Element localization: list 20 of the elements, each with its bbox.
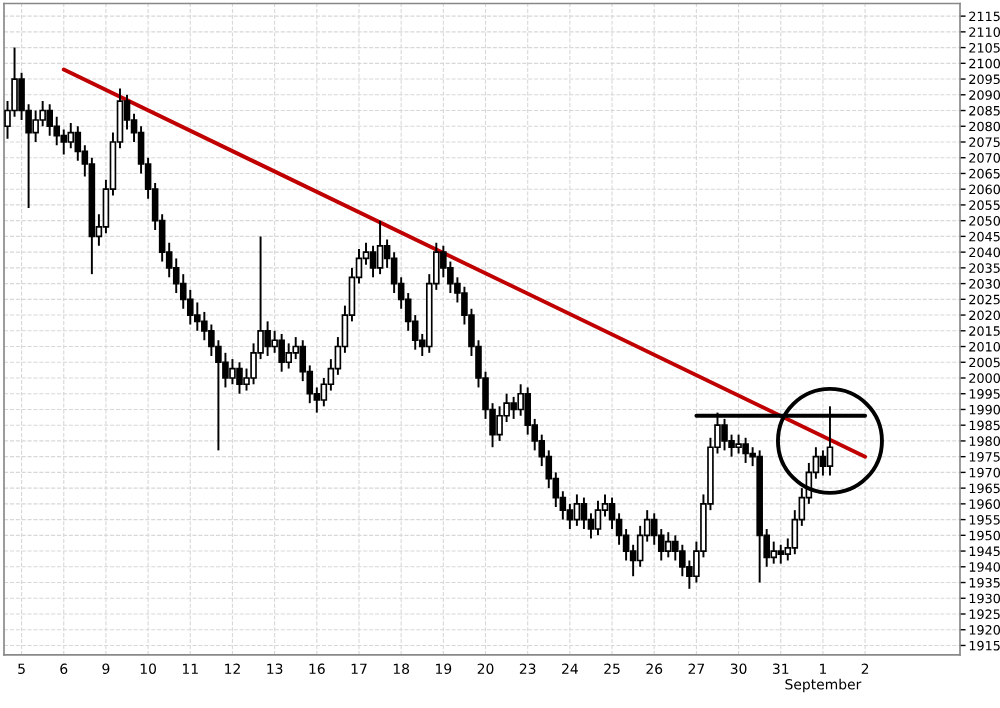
candlestick [664, 531, 672, 559]
candlestick [573, 493, 581, 527]
candlestick [46, 103, 53, 137]
candlestick [819, 449, 827, 477]
candlestick [594, 499, 602, 537]
candlestick [742, 436, 749, 464]
candlestick [770, 540, 778, 565]
candlestick [777, 543, 785, 565]
candlestick [67, 122, 75, 150]
candlestick [285, 342, 292, 370]
candlestick [32, 109, 39, 143]
candlestick [278, 332, 285, 373]
candlestick [376, 219, 384, 276]
candlestick [580, 496, 588, 530]
candlestick [229, 358, 236, 386]
candlestick [510, 395, 517, 420]
candlestick [369, 244, 377, 279]
candlestick [236, 361, 243, 395]
candlestick [735, 433, 742, 455]
candlestick [264, 320, 271, 357]
